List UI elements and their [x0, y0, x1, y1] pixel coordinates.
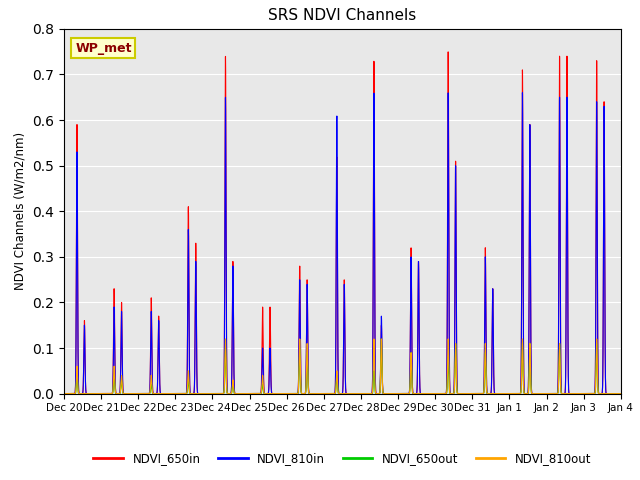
NDVI_810out: [60, 391, 68, 396]
NDVI_650out: [617, 391, 625, 396]
NDVI_650out: [419, 391, 427, 396]
NDVI_650in: [615, 391, 623, 396]
NDVI_810in: [617, 391, 625, 396]
NDVI_810in: [615, 391, 623, 396]
NDVI_650out: [179, 391, 187, 396]
NDVI_810out: [593, 336, 600, 342]
NDVI_650in: [60, 391, 68, 396]
NDVI_650in: [269, 391, 276, 396]
NDVI_650out: [269, 391, 276, 396]
NDVI_810in: [499, 391, 506, 396]
NDVI_810out: [617, 391, 625, 396]
Line: NDVI_810in: NDVI_810in: [64, 93, 621, 394]
NDVI_650out: [378, 336, 385, 342]
NDVI_650in: [419, 391, 427, 396]
NDVI_810out: [419, 391, 427, 396]
NDVI_810in: [173, 391, 181, 396]
NDVI_650in: [444, 49, 452, 55]
NDVI_810in: [179, 391, 187, 396]
Line: NDVI_650in: NDVI_650in: [64, 52, 621, 394]
Line: NDVI_810out: NDVI_810out: [64, 339, 621, 394]
Title: SRS NDVI Channels: SRS NDVI Channels: [268, 9, 417, 24]
Legend: NDVI_650in, NDVI_810in, NDVI_650out, NDVI_810out: NDVI_650in, NDVI_810in, NDVI_650out, NDV…: [89, 447, 596, 469]
NDVI_650out: [173, 391, 181, 396]
Y-axis label: NDVI Channels (W/m2/nm): NDVI Channels (W/m2/nm): [13, 132, 27, 290]
NDVI_810in: [269, 391, 276, 396]
NDVI_650out: [614, 391, 622, 396]
NDVI_650in: [173, 391, 181, 396]
NDVI_650in: [499, 391, 506, 396]
NDVI_810out: [615, 391, 623, 396]
NDVI_810out: [614, 391, 622, 396]
Text: WP_met: WP_met: [75, 42, 132, 55]
NDVI_810out: [269, 391, 276, 396]
NDVI_650out: [499, 391, 506, 396]
NDVI_810in: [419, 391, 427, 396]
NDVI_810out: [173, 391, 181, 396]
NDVI_810out: [179, 391, 187, 396]
NDVI_650out: [60, 391, 68, 396]
Line: NDVI_650out: NDVI_650out: [64, 339, 621, 394]
NDVI_650in: [179, 391, 187, 396]
NDVI_810out: [499, 391, 506, 396]
NDVI_810in: [60, 391, 68, 396]
NDVI_650out: [615, 391, 623, 396]
NDVI_810in: [518, 90, 526, 96]
NDVI_650in: [617, 391, 625, 396]
